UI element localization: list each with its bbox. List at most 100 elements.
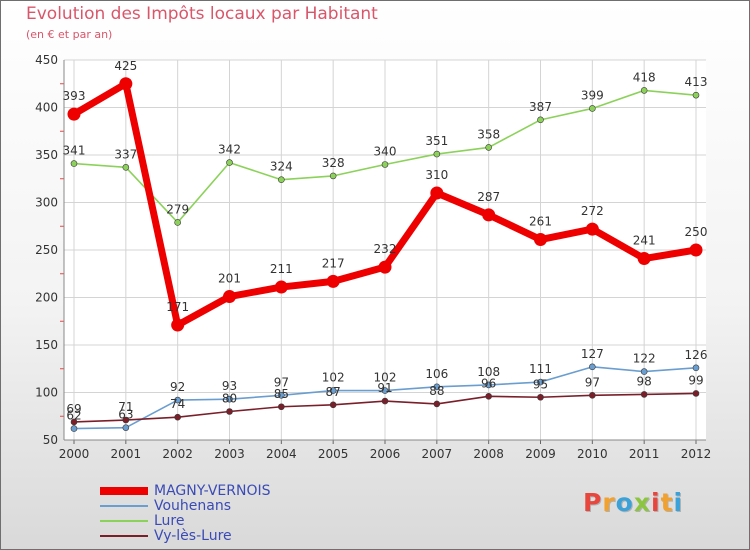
data-point-lure: [122, 164, 130, 171]
data-point-magny-vernois: [119, 77, 133, 91]
data-point-vy-l-s-lure: [433, 400, 441, 408]
data-label-magny-vernois: 425: [114, 59, 137, 73]
data-label-vy-l-s-lure: 97: [585, 375, 600, 389]
legend-swatch: [100, 535, 148, 537]
y-tick-label: 400: [35, 101, 58, 115]
data-point-vouhenans: [433, 383, 441, 391]
data-point-lure: [485, 144, 492, 151]
data-point-lure: [537, 116, 544, 124]
legend-swatch: [100, 505, 148, 507]
data-label-vouhenans: 102: [322, 371, 345, 385]
data-point-vouhenans: [329, 387, 337, 394]
data-label-vouhenans: 126: [685, 348, 708, 362]
data-point-vy-l-s-lure: [381, 397, 389, 405]
data-point-magny-vernois: [430, 186, 444, 200]
data-label-vy-l-s-lure: 99: [688, 373, 703, 387]
data-label-vy-l-s-lure: 85: [274, 387, 289, 401]
data-point-magny-vernois: [378, 260, 392, 274]
data-point-vy-l-s-lure: [485, 392, 492, 400]
x-tick-label: 2005: [318, 447, 349, 461]
data-point-lure: [174, 219, 181, 226]
data-point-lure: [589, 105, 596, 112]
data-point-magny-vernois: [689, 243, 703, 257]
data-label-lure: 358: [477, 127, 500, 141]
x-tick-label: 2006: [370, 447, 401, 461]
legend-label: Vy-lès-Lure: [154, 528, 232, 544]
data-point-vy-l-s-lure: [278, 403, 285, 411]
data-point-vy-l-s-lure: [329, 401, 337, 409]
x-tick-label: 2000: [59, 447, 90, 461]
data-label-lure: 337: [114, 147, 137, 161]
data-label-vouhenans: 106: [425, 367, 448, 381]
data-point-magny-vernois: [223, 290, 236, 304]
data-label-magny-vernois: 171: [166, 300, 189, 314]
x-tick-label: 2012: [681, 447, 712, 461]
data-point-vouhenans: [122, 424, 130, 431]
x-tick-label: 2001: [111, 447, 142, 461]
data-point-vy-l-s-lure: [70, 418, 78, 426]
chart-subtitle: (en € et par an): [26, 28, 113, 41]
data-point-magny-vernois: [274, 280, 288, 294]
data-point-magny-vernois: [534, 233, 547, 247]
data-label-lure: 399: [581, 88, 604, 102]
y-tick-label: 300: [35, 196, 58, 210]
data-label-vouhenans: 111: [529, 362, 552, 376]
x-tick-label: 2004: [266, 447, 297, 461]
data-label-lure: 324: [270, 160, 293, 174]
data-point-vouhenans: [485, 381, 492, 389]
y-tick-label: 250: [35, 243, 58, 257]
data-point-lure: [329, 172, 337, 180]
y-tick-label: 100: [35, 386, 58, 400]
data-point-vy-l-s-lure: [640, 391, 648, 398]
proxiti-logo: Proxiti: [583, 488, 684, 517]
data-point-lure: [640, 87, 648, 94]
data-point-vy-l-s-lure: [174, 413, 181, 421]
legend-label: Lure: [154, 513, 185, 529]
data-point-vouhenans: [537, 378, 544, 386]
data-point-lure: [226, 159, 233, 166]
data-point-vouhenans: [381, 387, 389, 394]
data-label-vy-l-s-lure: 80: [222, 392, 237, 406]
x-tick-label: 2011: [629, 447, 660, 461]
data-point-vy-l-s-lure: [692, 390, 700, 397]
data-point-vy-l-s-lure: [589, 392, 596, 399]
data-label-lure: 279: [166, 202, 189, 216]
data-point-vouhenans: [692, 364, 700, 372]
data-label-vouhenans: 92: [170, 380, 185, 394]
data-point-magny-vernois: [637, 252, 651, 266]
y-tick-label: 50: [43, 433, 58, 447]
data-point-magny-vernois: [171, 318, 185, 332]
data-label-magny-vernois: 310: [425, 168, 448, 182]
data-point-lure: [381, 161, 389, 168]
data-point-lure: [433, 150, 441, 158]
data-point-lure: [692, 91, 700, 99]
data-label-vy-l-s-lure: 96: [481, 376, 496, 390]
data-point-magny-vernois: [67, 107, 81, 121]
data-label-magny-vernois: 211: [270, 262, 293, 276]
data-label-vouhenans: 102: [374, 371, 397, 385]
data-label-vouhenans: 63: [118, 408, 133, 422]
data-point-vouhenans: [640, 368, 648, 375]
data-label-lure: 351: [425, 134, 448, 148]
data-label-magny-vernois: 393: [63, 89, 86, 103]
data-label-vy-l-s-lure: 91: [377, 381, 392, 395]
x-tick-label: 2009: [525, 447, 556, 461]
data-label-vouhenans: 127: [581, 347, 604, 361]
data-point-magny-vernois: [482, 208, 496, 222]
x-tick-label: 2003: [214, 447, 245, 461]
x-tick-label: 2007: [422, 447, 453, 461]
data-point-vy-l-s-lure: [122, 416, 130, 424]
data-point-magny-vernois: [326, 274, 340, 288]
data-label-vy-l-s-lure: 71: [118, 400, 133, 414]
data-label-magny-vernois: 287: [477, 190, 500, 204]
data-point-magny-vernois: [585, 222, 599, 236]
legend-swatch: [100, 520, 148, 522]
data-label-lure: 387: [529, 100, 552, 114]
data-label-magny-vernois: 217: [322, 256, 345, 270]
x-tick-label: 2002: [162, 447, 193, 461]
data-label-lure: 328: [322, 156, 345, 170]
data-label-vouhenans: 62: [66, 409, 81, 423]
data-label-vouhenans: 122: [633, 352, 656, 366]
data-point-vy-l-s-lure: [226, 408, 233, 415]
